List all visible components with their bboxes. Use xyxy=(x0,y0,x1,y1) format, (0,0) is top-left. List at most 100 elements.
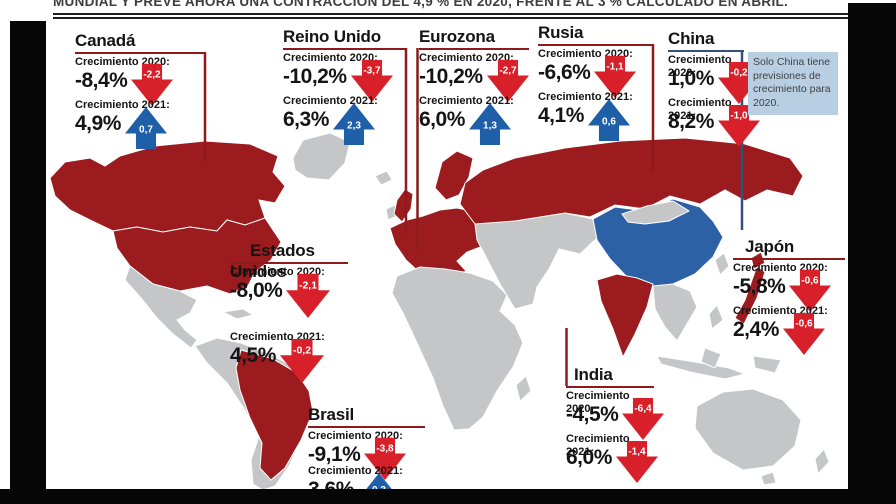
region-name: Eurozona xyxy=(419,26,529,50)
growth-2020-value: -9,1% xyxy=(308,443,361,466)
growth-2020-label: Crecimiento 2020: xyxy=(283,52,378,64)
growth-2020-value: -6,6% xyxy=(538,61,591,84)
bottom-letterbox-bar xyxy=(0,489,896,504)
growth-2021-row: 6,0% -1,4 xyxy=(566,441,658,483)
growth-2021-row: 2,4% -0,6 xyxy=(733,313,845,355)
up-arrow-icon: 1,3 xyxy=(468,103,511,145)
growth-2020-label: Crecimiento 2020: xyxy=(668,54,732,79)
right-letterbox-bar xyxy=(848,3,896,504)
down-arrow-icon: -3,7 xyxy=(350,60,393,102)
map-uk xyxy=(393,188,414,223)
map-borneo xyxy=(700,347,722,369)
country-name: Japón xyxy=(733,236,845,260)
growth-2020-row: -9,1% -3,8 xyxy=(308,438,425,480)
map-korea xyxy=(714,252,730,276)
country-name: China xyxy=(668,28,744,52)
map-new-guinea xyxy=(752,355,782,374)
map-tasmania xyxy=(760,471,777,486)
growth-2021-row: 4,1% 0,6 xyxy=(538,99,653,141)
revision-2021-value: -1,4 xyxy=(628,447,646,458)
growth-2020-row: -10,2% -3,7 xyxy=(283,60,406,102)
revision-2020-value: -2,2 xyxy=(144,70,162,81)
panel-japon: Japón Crecimiento 2020: -5,8% -0,6 Creci… xyxy=(733,236,845,355)
revision-2021-value: 0,7 xyxy=(139,125,153,136)
revision-2020-value: -2,1 xyxy=(299,279,317,291)
growth-2021-row: 4,9% 0,7 xyxy=(75,107,205,149)
map-japan xyxy=(734,265,766,325)
panel-china: China Crecimiento 2020: 1,0% -0,2 Crecim… xyxy=(668,28,760,147)
panel-india: India Crecimiento 2020: -4,5% -6,4 Creci… xyxy=(566,364,665,483)
growth-2020-label: Crecimiento 2020: xyxy=(419,52,514,64)
country-name: Canadá xyxy=(75,30,205,54)
map-africa xyxy=(391,266,524,431)
up-arrow-icon: 0,6 xyxy=(587,99,630,141)
revision-2020-value: -0,2 xyxy=(730,68,748,79)
map-scandinavia xyxy=(434,150,474,201)
map-central-asia xyxy=(474,212,598,310)
panel-eurozona: Eurozona Crecimiento 2020: -10,2% -2,7 C… xyxy=(419,26,529,145)
down-arrow-icon: -3,8 xyxy=(364,438,407,480)
down-arrow-icon: -2,2 xyxy=(131,64,174,106)
growth-2021-row: 6,3% 2,3 xyxy=(283,103,406,145)
panel-brasil: Brasil Crecimiento 2020: -9,1% -3,8 Crec… xyxy=(308,404,425,504)
double-rule xyxy=(53,13,848,19)
growth-2020-label: Crecimiento 2020: xyxy=(566,390,630,415)
map-iceland xyxy=(374,170,393,186)
down-arrow-icon: -0,6 xyxy=(782,313,825,355)
panel-estados-unidos: Estados Unidos Crecimiento 2020: -8,0% -… xyxy=(230,240,348,394)
revision-2021-value: 0,6 xyxy=(602,117,616,128)
growth-2021-value: 6,3% xyxy=(283,108,329,131)
down-arrow-icon: -0,2 xyxy=(279,339,324,383)
map-australia xyxy=(694,388,802,471)
china-note-box: Solo China tiene previsiones de crecimie… xyxy=(748,52,838,115)
growth-2020-row: -4,5% -6,4 xyxy=(566,398,665,440)
map-mexico xyxy=(124,265,198,349)
map-indonesia xyxy=(656,355,747,380)
growth-2021-row: 8,2% -1,0 xyxy=(668,105,760,147)
growth-2020-row: -8,4% -2,2 xyxy=(75,64,205,106)
revision-2020-value: -3,7 xyxy=(363,66,381,77)
map-new-zealand xyxy=(814,448,830,476)
growth-2020-value: -5,8% xyxy=(733,275,786,298)
down-arrow-icon: -2,7 xyxy=(486,60,529,102)
growth-2020-value: 1,0% xyxy=(668,67,714,90)
growth-2020-row: -8,0% -2,1 xyxy=(230,274,348,329)
revision-2020-value: -3,8 xyxy=(377,444,395,455)
panel-canada: Canadá Crecimiento 2020: -8,4% -2,2 Crec… xyxy=(75,30,205,149)
growth-2020-row: -10,2% -2,7 xyxy=(419,60,529,102)
growth-2020-value: -8,4% xyxy=(75,69,128,92)
revision-2021-value: -0,6 xyxy=(795,319,813,330)
growth-2020-row: 1,0% -0,2 xyxy=(668,62,760,104)
growth-2020-value: -8,0% xyxy=(230,279,283,302)
growth-2021-value: 4,5% xyxy=(230,344,276,367)
revision-2021-value: 2,3 xyxy=(347,121,361,132)
country-name: Rusia xyxy=(538,22,653,46)
down-arrow-icon: -1,1 xyxy=(594,56,637,98)
growth-2021-label: Crecimiento 2021: xyxy=(566,433,630,458)
down-arrow-icon: -1,4 xyxy=(615,441,658,483)
growth-2021-row: 4,5% -0,2 xyxy=(230,339,348,394)
growth-2021-value: 6,0% xyxy=(566,446,612,469)
down-arrow-icon: -0,6 xyxy=(789,270,832,312)
growth-2021-value: 4,9% xyxy=(75,112,121,135)
growth-2021-label: Crecimiento 2021: xyxy=(668,97,732,122)
map-madagascar xyxy=(515,375,532,402)
growth-2021-row: 6,0% 1,3 xyxy=(419,103,529,145)
revision-2020-value: -1,1 xyxy=(607,62,625,73)
growth-2021-value: 2,4% xyxy=(733,318,779,341)
growth-2020-row: -6,6% -1,1 xyxy=(538,56,653,98)
panel-rusia: Rusia Crecimiento 2020: -6,6% -1,1 Creci… xyxy=(538,22,653,141)
down-arrow-icon: -0,2 xyxy=(717,62,760,104)
map-mongolia xyxy=(621,200,691,225)
headline: MUNDIAL Y PREVÉ AHORA UNA CONTRACCIÓN DE… xyxy=(53,0,789,9)
map-philippines xyxy=(708,304,724,330)
revision-2021-value: 1,3 xyxy=(483,121,497,132)
map-japan-north xyxy=(750,251,766,270)
up-arrow-icon: 2,3 xyxy=(332,103,375,145)
country-name: Reino Unido xyxy=(283,26,406,50)
growth-2021-value: 6,0% xyxy=(419,108,465,131)
revision-2021-value: -1,0 xyxy=(730,111,748,122)
map-se-asia xyxy=(652,283,698,342)
down-arrow-icon: -2,1 xyxy=(286,274,331,318)
